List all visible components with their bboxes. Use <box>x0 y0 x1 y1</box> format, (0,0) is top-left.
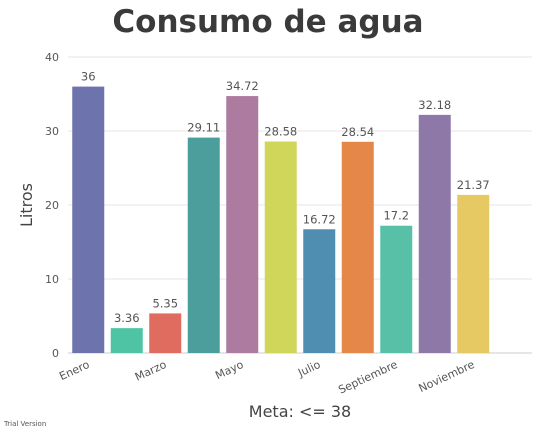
data-label: 16.72 <box>303 212 336 226</box>
trial-version-note: Trial Version <box>4 420 47 428</box>
data-label: 17.2 <box>383 209 409 223</box>
data-label: 21.37 <box>457 178 490 192</box>
data-label: 32.18 <box>418 98 451 112</box>
x-tick-label: Enero <box>57 358 91 383</box>
bar <box>457 194 490 353</box>
bar <box>418 114 451 353</box>
bar <box>303 229 336 353</box>
y-axis-label: Litros <box>17 183 36 227</box>
y-tick-label: 40 <box>45 51 59 64</box>
data-label: 36 <box>81 70 96 84</box>
bar <box>110 328 143 353</box>
data-label: 28.58 <box>264 125 297 139</box>
x-tick-label: Marzo <box>133 358 169 384</box>
x-tick-label: Mayo <box>213 358 245 382</box>
x-tick-label: Julio <box>295 358 323 380</box>
x-axis-label: Meta: <= 38 <box>248 402 352 421</box>
data-label: 5.35 <box>152 296 178 310</box>
data-label: 28.54 <box>341 125 374 139</box>
bar <box>264 141 297 353</box>
data-label: 34.72 <box>226 79 259 93</box>
bar <box>187 137 220 353</box>
bar <box>226 96 259 354</box>
x-tick-label: Noviembre <box>417 358 477 395</box>
bar <box>341 141 374 353</box>
y-tick-label: 20 <box>45 199 59 212</box>
data-label: 29.11 <box>187 121 220 135</box>
bar <box>72 86 105 353</box>
x-tick-label: Septiembre <box>336 358 399 397</box>
bar <box>380 225 413 353</box>
y-tick-label: 10 <box>45 273 59 286</box>
y-tick-label: 0 <box>52 347 59 360</box>
y-tick-label: 30 <box>45 125 59 138</box>
bar <box>149 313 182 353</box>
chart-title: Consumo de agua <box>112 4 424 40</box>
data-label: 3.36 <box>114 311 140 325</box>
